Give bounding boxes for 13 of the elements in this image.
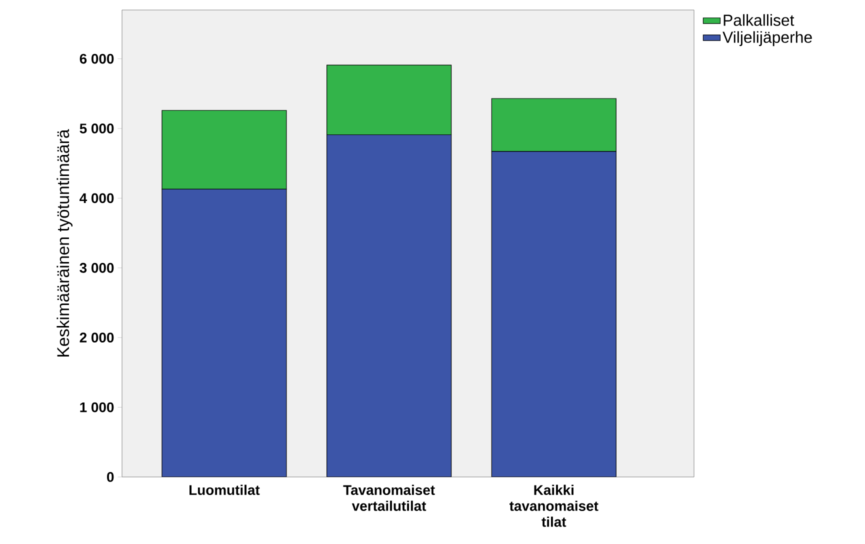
y-tick-label: 0: [107, 472, 114, 482]
x-tick-label: Tavanomaiset vertailutilat: [343, 484, 435, 511]
legend-label: Palkalliset: [724, 14, 794, 26]
legend-label: Viljelijäperhe: [722, 31, 812, 46]
y-tick-label: 5 000: [80, 124, 114, 134]
x-tick-label: Luomutilat: [190, 484, 260, 496]
y-tick-label: 2 000: [80, 332, 114, 343]
y-tick-label: 4 000: [80, 193, 114, 204]
y-tick-label: 1 000: [80, 402, 114, 412]
x-tick-label: Kaikki tavanomaiset tilat: [509, 484, 598, 527]
y-axis-title: Keskimääräinen työtuntimäärä: [56, 129, 72, 356]
y-tick-label: 3 000: [80, 262, 114, 273]
y-tick-label: 6 000: [80, 54, 114, 64]
